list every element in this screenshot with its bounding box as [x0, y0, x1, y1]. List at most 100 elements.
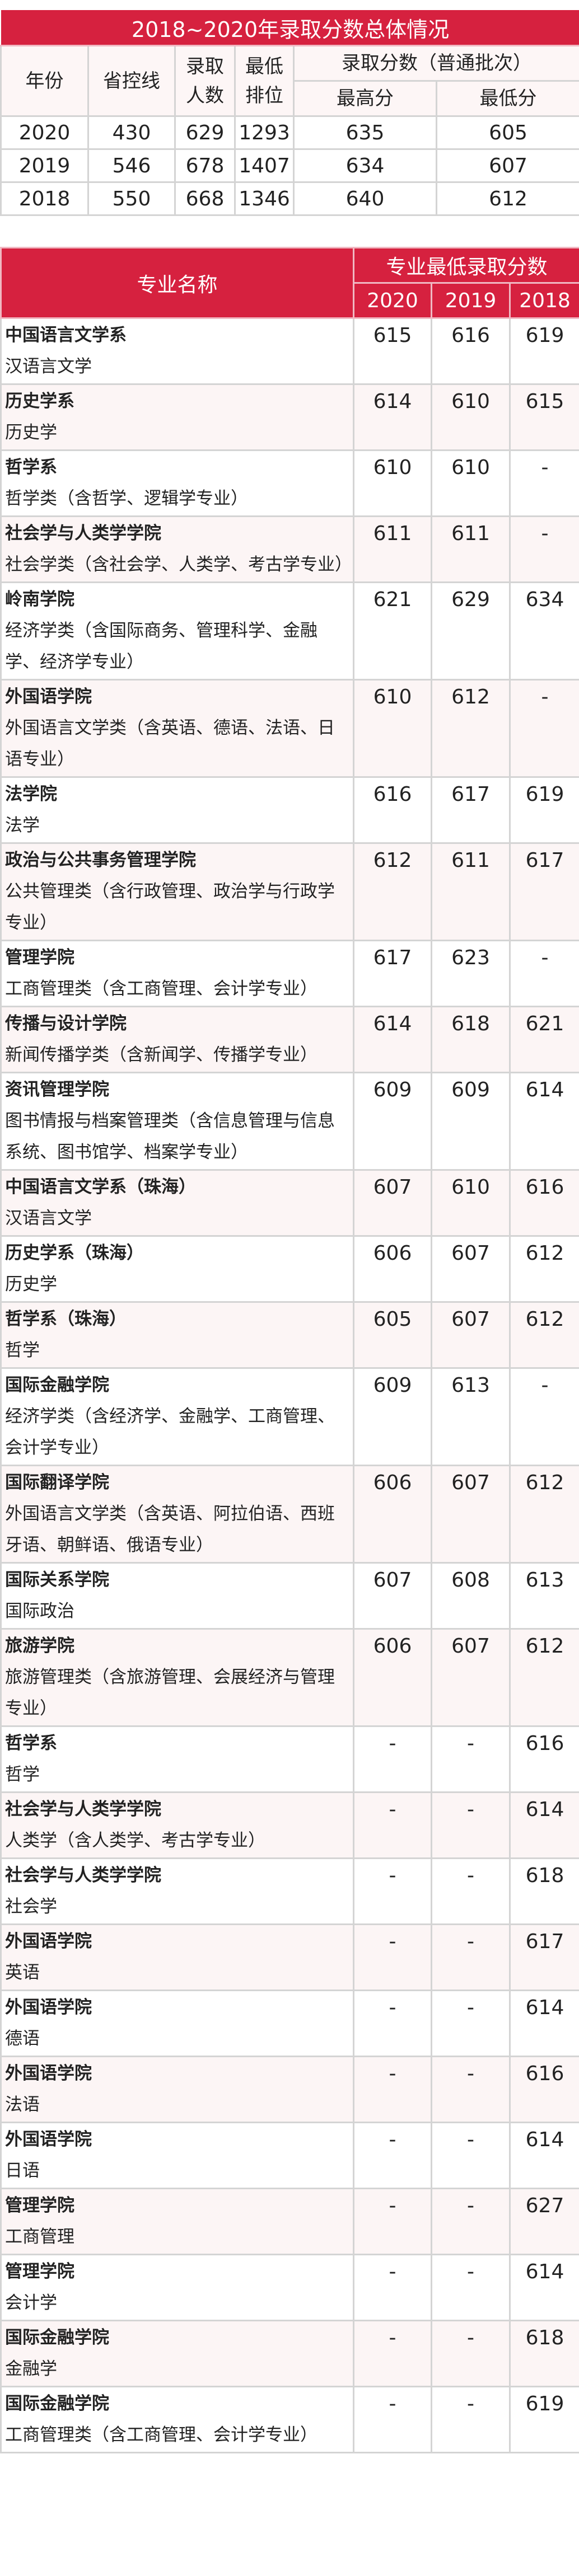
major-row: 国际关系学院 国际政治 607 608 613	[0, 1562, 579, 1630]
major-name: 新闻传播学类（含新闻学、传播学专业）	[5, 1045, 317, 1065]
major-name: 历史学	[5, 1274, 57, 1294]
score-2019: 608	[431, 1562, 511, 1630]
score-2020: 606	[353, 1465, 432, 1564]
school-name: 传播与设计学院	[5, 1013, 127, 1034]
school-name: 社会学与人类学学院	[5, 1865, 161, 1885]
school-name: 历史学系	[5, 391, 74, 411]
major-name: 公共管理类（含行政管理、政治学与行政学专业）	[5, 881, 335, 933]
score-2019: -	[431, 2254, 511, 2321]
score-2020: -	[353, 1990, 432, 2057]
major-name: 经济学类（含经济学、金融学、工商管理、会计学专业）	[5, 1406, 335, 1458]
score-2018: 619	[508, 776, 579, 844]
score-2019: 629	[431, 581, 511, 681]
major-row: 外国语学院 外国语言文学类（含英语、德语、法语、日语专业） 610 612-	[0, 679, 579, 778]
score-2020: -	[353, 2320, 432, 2387]
score-2018: 621	[508, 1006, 579, 1073]
major-name-cell: 国际翻译学院 外国语言文学类（含英语、阿拉伯语、西班牙语、朝鲜语、俄语专业）	[0, 1465, 354, 1564]
score-2020: 614	[353, 1006, 432, 1073]
major-name: 外国语言文学类（含英语、德语、法语、日语专业）	[5, 718, 335, 769]
school-name: 法学院	[5, 784, 57, 804]
header-admitted-line2: 人数	[186, 84, 224, 107]
score-2019: 612	[431, 679, 511, 778]
score-2018: 618	[508, 1857, 579, 1925]
school-name: 政治与公共事务管理学院	[5, 850, 196, 870]
major-name-cell: 国际金融学院 经济学类（含经济学、金融学、工商管理、会计学专业）	[0, 1367, 354, 1466]
major-name-cell: 国际金融学院 工商管理类（含工商管理、会计学专业）	[0, 2386, 354, 2453]
score-2020: 614	[353, 383, 432, 451]
score-2018: 634	[508, 581, 579, 681]
header-score-group: 录取分数（普通批次）	[292, 45, 579, 82]
cell-min: 605	[435, 115, 579, 150]
cell-year: 2018	[0, 181, 89, 216]
major-name: 经济学类（含国际商务、管理科学、金融学、经济学专业）	[5, 621, 317, 672]
score-2020: 611	[353, 515, 432, 583]
major-name: 国际政治	[5, 1601, 74, 1621]
school-name: 哲学系	[5, 457, 57, 477]
major-row: 传播与设计学院 新闻传播学类（含新闻学、传播学专业） 614 618 621	[0, 1006, 579, 1073]
school-name: 中国语言文学系（珠海）	[5, 1177, 196, 1197]
score-2018: 614	[508, 1791, 579, 1859]
major-row: 国际翻译学院 外国语言文学类（含英语、阿拉伯语、西班牙语、朝鲜语、俄语专业） 606…	[0, 1465, 579, 1564]
cell-control-line: 550	[87, 181, 176, 216]
score-2018: 616	[508, 1169, 579, 1237]
header-max-score: 最高分	[293, 80, 437, 117]
major-row: 社会学与人类学学院 社会学 - -618	[0, 1857, 579, 1925]
cell-rank: 1407	[234, 148, 295, 183]
major-name-cell: 外国语学院 外国语言文学类（含英语、德语、法语、日语专业）	[0, 679, 354, 778]
score-2020: 616	[353, 776, 432, 844]
school-name: 社会学与人类学学院	[5, 523, 161, 543]
major-row: 社会学与人类学学院 社会学类（含社会学、人类学、考古学专业） 611 611-	[0, 515, 579, 583]
score-2018: 612	[508, 1301, 579, 1369]
score-2018: 617	[508, 1923, 579, 1991]
school-name: 哲学系（珠海）	[5, 1309, 127, 1329]
score-2018: -	[508, 515, 579, 583]
school-name: 国际金融学院	[5, 2394, 109, 2414]
major-row: 法学院 法学 616 617 619	[0, 776, 579, 844]
score-2018: 612	[508, 1235, 579, 1303]
major-name: 哲学	[5, 1765, 40, 1785]
score-2019: 616	[431, 317, 511, 385]
score-2020: 617	[353, 940, 432, 1007]
score-2019: -	[431, 2188, 511, 2255]
major-row: 管理学院 工商管理 - -627	[0, 2188, 579, 2255]
major-row: 外国语学院 英语 - -617	[0, 1923, 579, 1991]
cell-max: 640	[293, 181, 437, 216]
major-name: 会计学	[5, 2293, 57, 2313]
major-name-cell: 国际金融学院 金融学	[0, 2320, 354, 2387]
major-name: 外国语言文学类（含英语、阿拉伯语、西班牙语、朝鲜语、俄语专业）	[5, 1504, 335, 1555]
score-2020: 610	[353, 449, 432, 517]
score-2018: 617	[508, 842, 579, 941]
major-name: 汉语言文学	[5, 356, 92, 377]
school-name: 中国语言文学系	[5, 325, 127, 345]
major-name-cell: 社会学与人类学学院 社会学	[0, 1857, 354, 1925]
major-row: 社会学与人类学学院 人类学（含人类学、考古学专业） - -614	[0, 1791, 579, 1859]
school-name: 旅游学院	[5, 1636, 74, 1656]
major-row: 管理学院 工商管理类（含工商管理、会计学专业） 617 623-	[0, 940, 579, 1007]
cell-control-line: 546	[87, 148, 176, 183]
score-2019: 617	[431, 776, 511, 844]
major-row: 外国语学院 法语 - -616	[0, 2056, 579, 2123]
score-2020: 612	[353, 842, 432, 941]
major-row: 资讯管理学院 图书情报与档案管理类（含信息管理与信息系统、图书馆学、档案学专业） 6…	[0, 1072, 579, 1171]
school-name: 管理学院	[5, 2261, 74, 2282]
score-2020: 605	[353, 1301, 432, 1369]
major-row: 国际金融学院 经济学类（含经济学、金融学、工商管理、会计学专业） 609 613-	[0, 1367, 579, 1466]
score-2020: -	[353, 2188, 432, 2255]
major-row: 政治与公共事务管理学院 公共管理类（含行政管理、政治学与行政学专业） 612 611 6…	[0, 842, 579, 941]
school-name: 国际关系学院	[5, 1570, 109, 1590]
score-2020: -	[353, 2386, 432, 2453]
major-name-cell: 外国语学院 法语	[0, 2056, 354, 2123]
major-row: 历史学系（珠海） 历史学 606 607 612	[0, 1235, 579, 1303]
score-2019: 609	[431, 1072, 511, 1171]
score-2019: 613	[431, 1367, 511, 1466]
major-name: 历史学	[5, 423, 57, 443]
major-name-cell: 资讯管理学院 图书情报与档案管理类（含信息管理与信息系统、图书馆学、档案学专业）	[0, 1072, 354, 1171]
score-2020: 615	[353, 317, 432, 385]
major-name-cell: 传播与设计学院新闻传播学类（含新闻学、传播学专业）	[0, 1006, 354, 1073]
major-name-cell: 历史学系（珠海） 历史学	[0, 1235, 354, 1303]
header-2018: 2018	[508, 282, 579, 319]
school-name: 社会学与人类学学院	[5, 1799, 161, 1819]
score-2019: 607	[431, 1235, 511, 1303]
header-major-name: 专业名称	[0, 247, 354, 319]
school-name: 历史学系（珠海）	[5, 1243, 144, 1263]
